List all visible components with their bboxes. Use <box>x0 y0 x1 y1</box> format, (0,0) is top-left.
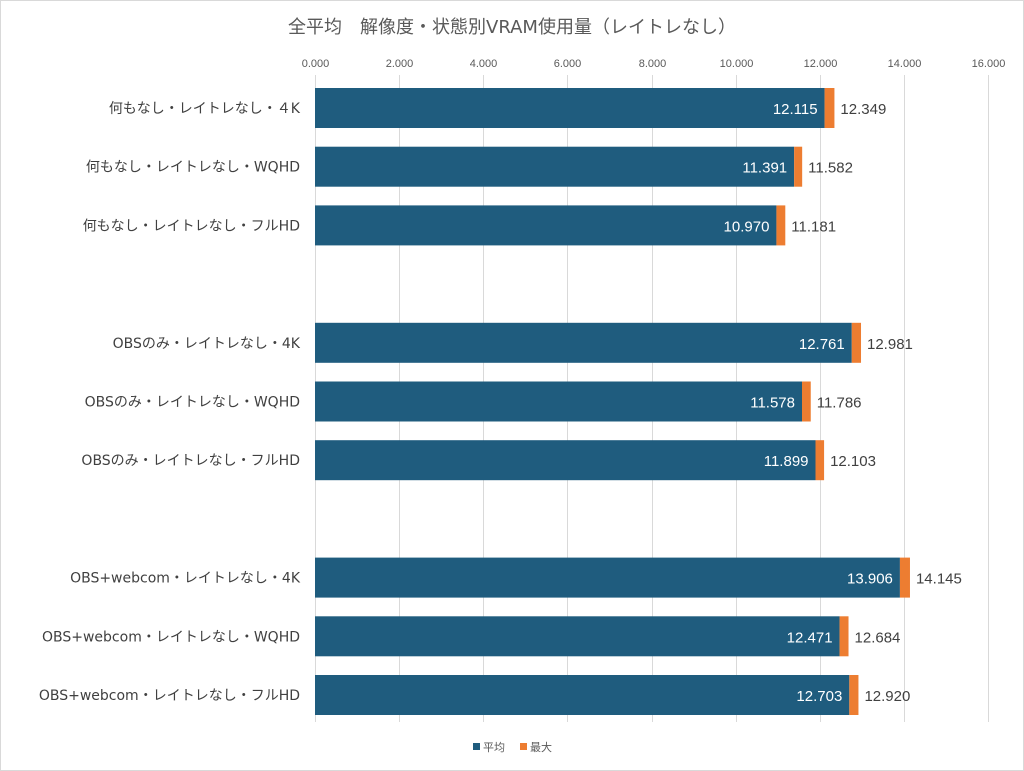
bar-average <box>315 675 850 715</box>
data-label-max: 12.920 <box>864 688 910 705</box>
data-label-max: 12.684 <box>855 629 901 646</box>
bar-average <box>315 616 840 657</box>
data-label-average: 13.906 <box>847 571 893 588</box>
category-labels: 何もなし・レイトレなし・４K 何もなし・レイトレなし・WQHD 何もなし・レイトレな… <box>39 101 301 704</box>
data-label-max: 11.786 <box>817 395 862 412</box>
category-label: OBS+webcom・レイトレなし・4K <box>70 571 301 587</box>
data-labels: 12.115 12.349 11.391 11.582 10.970 11.181 12.7… <box>724 101 962 705</box>
x-tick-label: 6.000 <box>554 58 582 70</box>
legend: 平均 最大 <box>473 740 552 754</box>
category-label: OBSのみ・レイトレなし・WQHD <box>85 395 300 411</box>
bar-average <box>315 205 777 246</box>
data-label-average: 12.471 <box>787 629 833 646</box>
legend-label: 最大 <box>530 740 552 754</box>
legend-swatch <box>520 743 527 750</box>
category-label: OBSのみ・レイトレなし・4K <box>113 336 301 352</box>
data-label-average: 11.578 <box>750 395 795 412</box>
x-tick-label: 16.000 <box>972 58 1006 70</box>
category-label: OBSのみ・レイトレなし・フルHD <box>81 453 300 469</box>
bar-max <box>794 146 803 187</box>
data-label-average: 10.970 <box>724 218 770 235</box>
bar-average <box>315 146 795 187</box>
x-tick-label: 8.000 <box>639 58 667 70</box>
data-label-max: 12.349 <box>840 101 886 118</box>
bar-max <box>839 616 849 657</box>
data-label-average: 12.761 <box>799 336 845 353</box>
x-tick-label: 4.000 <box>470 58 498 70</box>
bar-average <box>315 440 816 481</box>
bar-average <box>315 322 852 363</box>
legend-label: 平均 <box>483 741 505 754</box>
data-label-max: 12.981 <box>867 336 913 353</box>
bar-max <box>776 205 786 246</box>
data-label-max: 12.103 <box>830 453 876 470</box>
data-label-average: 11.391 <box>742 160 787 177</box>
legend-swatch <box>473 743 480 750</box>
data-label-average: 12.703 <box>796 688 842 705</box>
chart-title: 全平均 解像度・状態別VRAM使用量（レイトレなし） <box>288 17 736 38</box>
category-label: OBS+webcom・レイトレなし・WQHD <box>42 629 300 645</box>
x-tick-label: 14.000 <box>888 58 922 70</box>
x-axis-ticks: 0.000 2.000 4.000 6.000 8.000 10.000 12.000 14.… <box>302 58 1006 70</box>
category-label: OBS+webcom・レイトレなし・フルHD <box>39 688 300 704</box>
category-label: 何もなし・レイトレなし・４K <box>109 101 301 117</box>
bar-average <box>315 557 900 598</box>
bar-max <box>851 322 862 363</box>
data-label-average: 11.899 <box>764 453 809 470</box>
bars <box>315 88 910 715</box>
data-label-max: 11.582 <box>808 160 853 177</box>
category-label: 何もなし・レイトレなし・フルHD <box>83 218 300 234</box>
x-tick-label: 10.000 <box>720 58 754 70</box>
bar-average <box>315 88 825 128</box>
bar-max <box>801 381 811 422</box>
x-tick-label: 2.000 <box>386 58 414 70</box>
data-label-average: 12.115 <box>773 101 818 118</box>
bar-max <box>824 88 835 128</box>
bar-max <box>849 675 859 715</box>
x-tick-label: 0.000 <box>302 58 330 70</box>
x-tick-label: 12.000 <box>804 58 838 70</box>
bar-average <box>315 381 802 422</box>
category-label: 何もなし・レイトレなし・WQHD <box>86 160 300 176</box>
bar-max <box>899 557 910 598</box>
bar-max <box>815 440 825 481</box>
data-label-max: 11.181 <box>791 218 836 235</box>
data-label-max: 14.145 <box>916 571 962 588</box>
